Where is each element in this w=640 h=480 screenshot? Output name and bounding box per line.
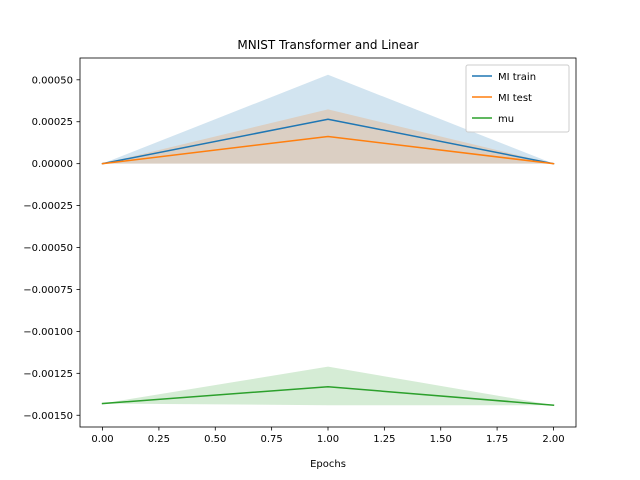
x-tick-label: 1.75 xyxy=(486,434,508,445)
series-lines xyxy=(101,118,555,407)
legend-label-2: MI test xyxy=(498,93,532,104)
x-tick-label: 0.00 xyxy=(91,434,113,445)
y-tick-label: −0.00125 xyxy=(23,369,73,380)
legend-box xyxy=(465,64,570,133)
y-tick-label: 0.00025 xyxy=(32,117,73,128)
x-tick-label: 0.25 xyxy=(148,434,170,445)
y-tick-label: 0.00050 xyxy=(32,75,73,86)
y-tick-label: −0.00075 xyxy=(23,285,73,296)
y-tick-label: −0.00050 xyxy=(23,243,73,254)
x-tick-label: 2.00 xyxy=(542,434,564,445)
legend-label-3: mu xyxy=(498,114,514,125)
series-line-3 xyxy=(101,386,555,407)
y-tick-label: −0.00150 xyxy=(23,411,73,422)
x-tick-label: 1.00 xyxy=(317,434,339,445)
x-tick-label: 1.25 xyxy=(373,434,395,445)
series-line-1 xyxy=(101,118,555,165)
y-tick-label: 0.00000 xyxy=(32,159,73,170)
y-tick-label: −0.00100 xyxy=(23,327,73,338)
x-tick-label: 1.50 xyxy=(430,434,452,445)
x-tick-label: 0.50 xyxy=(204,434,226,445)
axes: 0.00 0.25 0.50 0.75 1.00 1.25 1.50 1.75 2.00 0.00… xyxy=(23,57,577,445)
chart-title: MNIST Transformer and Linear xyxy=(237,38,418,52)
y-tick-label: −0.00025 xyxy=(23,201,73,212)
x-tick-label: 0.75 xyxy=(261,434,283,445)
legend: MI train MI test mu xyxy=(465,64,570,133)
series-line-2 xyxy=(101,135,555,165)
legend-label-1: MI train xyxy=(498,72,536,83)
x-axis-title: Epochs xyxy=(310,459,346,470)
